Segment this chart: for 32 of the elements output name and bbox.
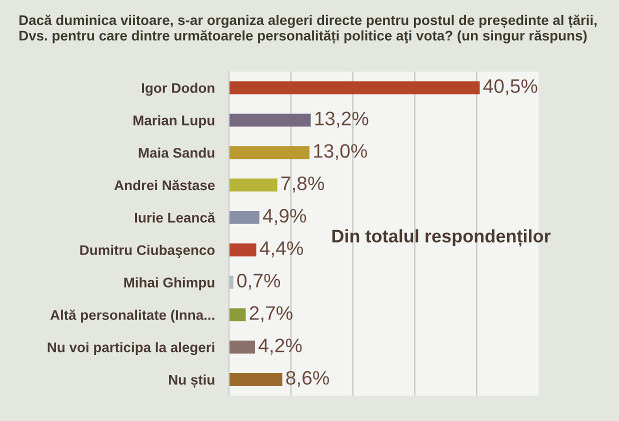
bar: [229, 146, 310, 160]
bar: [229, 243, 256, 256]
data-label: 13,0%: [314, 144, 368, 160]
bar: [229, 210, 260, 224]
data-label: 4,4%: [260, 241, 303, 258]
bar: [229, 308, 246, 322]
data-label: 8,6%: [286, 370, 329, 388]
data-label: 4,2%: [258, 338, 302, 355]
y-tick-label: Andrei Năstase: [114, 180, 215, 190]
data-label: 0,7%: [237, 274, 280, 290]
data-label: 13,2%: [315, 112, 368, 128]
y-tick-label: Igor Dodon: [142, 82, 214, 96]
data-label: 7,8%: [281, 176, 324, 193]
y-tick-label: Mihai Ghimpu: [124, 277, 214, 290]
bar: [229, 178, 278, 192]
y-tick-label: Nu voi participa la alegeri: [48, 342, 214, 356]
annotation: Din totalul respondenților: [332, 229, 551, 247]
y-tick-label: Altă personalitate (Inna...: [50, 310, 214, 323]
chart-title: Dacă duminica viitoare, s-ar organiza alegeri directe pentru postul de președinte al țării, Dvs. pentru care dintre următoarele personalități politice aţi vota? (un singur răspuns): [20, 14, 597, 44]
bar: [229, 276, 234, 289]
y-tick-label: Nu știu: [169, 374, 214, 388]
bar: [229, 340, 256, 354]
bar: [229, 81, 480, 94]
data-label: 2,7%: [250, 306, 292, 322]
data-label: 40,5%: [483, 79, 538, 96]
y-tick-label: Maia Sandu: [138, 148, 214, 158]
data-label: 4,9%: [262, 208, 306, 225]
y-tick-label: Iurie Leancă: [135, 212, 216, 223]
y-tick-label: Marian Lupu: [134, 115, 214, 128]
bar: [229, 114, 311, 127]
bar: [229, 373, 282, 386]
y-tick-label: Dumitru Ciubaşenco: [80, 244, 215, 258]
